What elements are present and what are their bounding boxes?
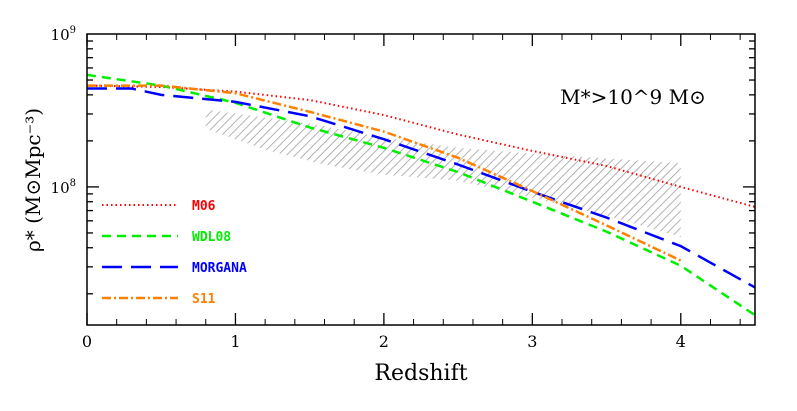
legend-label-s11: S11 (192, 292, 216, 307)
shaded-region (205, 109, 681, 238)
x-tick-label: 3 (527, 332, 537, 351)
y-axis-label: ρ* (M⊙Mpc⁻³) (21, 108, 45, 252)
y-tick-label: 108 (51, 178, 76, 197)
x-axis-label: Redshift (374, 361, 467, 386)
plot-frame (86, 33, 756, 326)
series-line-s11 (87, 84, 682, 262)
series-line-morgana (87, 87, 756, 289)
x-tick-label: 4 (676, 332, 686, 351)
y-tick-label: 109 (51, 25, 76, 44)
hatched-region (205, 109, 681, 238)
legend-label-morgana: MORGANA (192, 261, 247, 276)
x-tick-label: 1 (230, 332, 240, 351)
legend-label-wdl08: WDL08 (192, 230, 231, 245)
legend-label-m06: M06 (192, 199, 216, 214)
annotation: M*>10^9 M⊙ (560, 85, 706, 109)
x-tick-label: 0 (82, 332, 92, 351)
x-tick-label: 2 (379, 332, 389, 351)
series-line-wdl08 (86, 73, 756, 317)
